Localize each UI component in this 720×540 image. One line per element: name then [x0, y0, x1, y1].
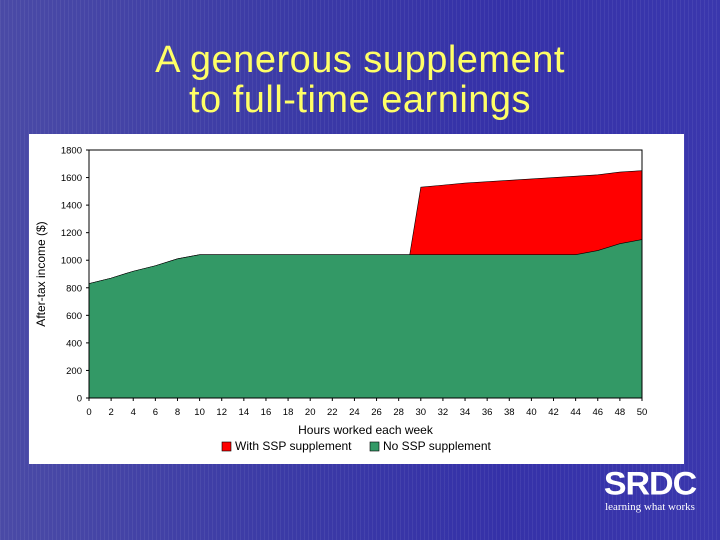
x-tick-label: 30 — [416, 407, 427, 418]
y-tick-label: 1400 — [61, 201, 82, 212]
legend-label: No SSP supplement — [383, 439, 492, 453]
plot-frame — [88, 149, 643, 399]
x-tick-label: 28 — [393, 407, 404, 418]
x-tick-label: 44 — [570, 407, 581, 418]
y-tick-label: 1000 — [61, 256, 82, 267]
slide-title-line-2: to full-time earnings — [188, 79, 532, 121]
legend-swatch — [369, 441, 380, 452]
x-tick-label: 24 — [349, 407, 360, 418]
legend-label: With SSP supplement — [235, 439, 352, 453]
legend-swatch — [221, 441, 232, 452]
x-tick-label: 8 — [175, 407, 180, 418]
x-tick-label: 0 — [86, 407, 91, 418]
x-tick-label: 18 — [283, 407, 294, 418]
y-tick-label: 400 — [66, 338, 82, 349]
chart-panel: 0 200 400 600 800 1000 1200 1400 1600 1800 0 2 4 6 8 10… — [29, 134, 684, 464]
y-tick-label: 600 — [66, 311, 82, 322]
x-tick-label: 20 — [305, 407, 316, 418]
slide-title: A generous supplement to full-time earni… — [0, 40, 720, 120]
logo-tagline: learning what works — [605, 501, 695, 513]
slide-title-line-1: A generous supplement — [155, 39, 565, 81]
y-tick-label: 0 — [77, 394, 82, 405]
y-axis-title: After-tax income ($) — [34, 221, 48, 326]
x-tick-label: 14 — [239, 407, 250, 418]
x-tick-label: 16 — [261, 407, 272, 418]
y-tick-label: 1800 — [61, 146, 82, 157]
series-area-no-ssp — [88, 239, 643, 399]
x-tick-label: 22 — [327, 407, 338, 418]
x-tick-label: 6 — [153, 407, 158, 418]
x-tick-label: 32 — [438, 407, 449, 418]
x-tick-label: 46 — [592, 407, 603, 418]
y-tick-label: 800 — [66, 283, 82, 294]
x-tick-label: 50 — [637, 407, 648, 418]
x-tick-label: 48 — [615, 407, 626, 418]
x-tick-label: 4 — [131, 407, 136, 418]
y-tick-label: 1200 — [61, 228, 82, 239]
x-tick-label: 38 — [504, 407, 515, 418]
srdc-logo: SRDC learning what works — [600, 466, 700, 516]
x-tick-label: 36 — [482, 407, 493, 418]
x-tick-label: 10 — [194, 407, 205, 418]
y-tick-label: 200 — [66, 366, 82, 377]
y-tick-label: 1600 — [61, 173, 82, 184]
x-tick-label: 26 — [371, 407, 382, 418]
x-tick-label: 40 — [526, 407, 537, 418]
x-tick-label: 34 — [460, 407, 471, 418]
x-tick-label: 12 — [216, 407, 227, 418]
x-tick-label: 2 — [108, 407, 113, 418]
x-tick-label: 42 — [548, 407, 559, 418]
x-axis-title: Hours worked each week — [298, 423, 434, 437]
logo-wordmark: SRDC — [603, 465, 697, 503]
